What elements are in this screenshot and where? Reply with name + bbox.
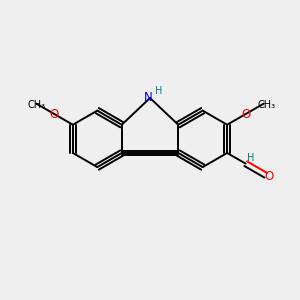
Text: H: H xyxy=(247,153,255,163)
Text: O: O xyxy=(241,107,250,121)
Text: N: N xyxy=(144,92,153,104)
Text: H: H xyxy=(154,86,162,96)
Text: CH₃: CH₃ xyxy=(258,100,276,110)
Text: O: O xyxy=(265,170,274,183)
Text: O: O xyxy=(50,107,59,121)
Text: CH₃: CH₃ xyxy=(27,100,45,110)
